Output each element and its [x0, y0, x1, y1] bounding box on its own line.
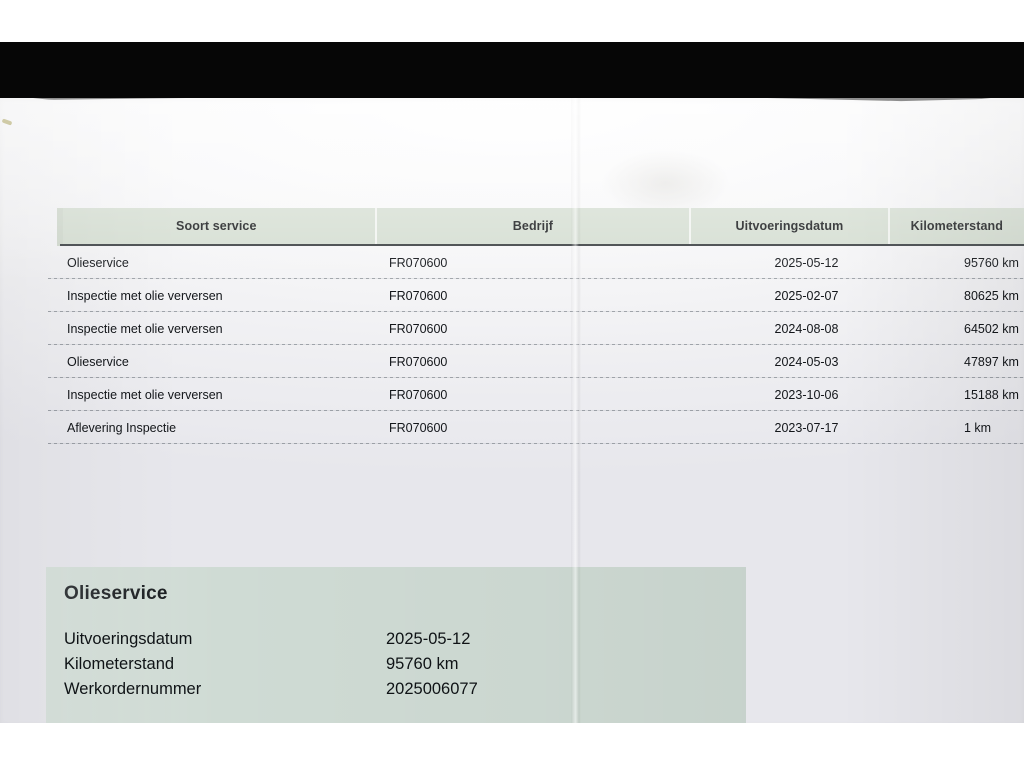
- service-history-table: Soort service Bedrijf Uitvoeringsdatum K…: [48, 208, 1024, 444]
- cell-bedrijf: FR070600: [389, 288, 448, 303]
- paper-sheet: Soort service Bedrijf Uitvoeringsdatum K…: [0, 86, 1024, 768]
- table-row: Aflevering Inspectie FR070600 2023-07-17…: [48, 411, 1024, 444]
- cell-soort-service: Inspectie met olie verversen: [67, 321, 223, 336]
- cell-kilometerstand: 95760 km: [964, 255, 1019, 270]
- field-value: 2025-05-12: [386, 630, 471, 648]
- table-row: Inspectie met olie verversen FR070600 20…: [48, 312, 1024, 345]
- field-label: Kilometerstand: [64, 655, 175, 673]
- cell-bedrijf: FR070600: [389, 420, 448, 435]
- column-header-kilometerstand: Kilometerstand: [887, 208, 1024, 244]
- cell-kilometerstand: 64502 km: [964, 321, 1019, 336]
- cell-soort-service: Inspectie met olie verversen: [67, 387, 223, 402]
- spacer: [64, 702, 746, 724]
- detail-field-uitvoeringsdatum: Uitvoeringsdatum 2025-05-12: [64, 627, 746, 652]
- cell-soort-service: Olieservice: [67, 255, 129, 270]
- cell-uitvoeringsdatum: 2025-05-12: [774, 255, 839, 270]
- table-body: Olieservice FR070600 2025-05-12 95760 km…: [48, 246, 1024, 444]
- table-row: Olieservice FR070600 2024-05-03 47897 km: [48, 345, 1024, 378]
- paper-top-edge: [0, 86, 1024, 102]
- cell-soort-service: Aflevering Inspectie: [67, 420, 177, 435]
- cell-uitvoeringsdatum: 2025-02-07: [774, 288, 839, 303]
- cell-uitvoeringsdatum: 2023-10-06: [774, 387, 839, 402]
- field-value: 2025006077: [386, 680, 478, 698]
- detail-field-werkordernummer: Werkordernummer 2025006077: [64, 677, 746, 702]
- cell-bedrijf: FR070600: [389, 354, 448, 369]
- table-row: Inspectie met olie verversen FR070600 20…: [48, 279, 1024, 312]
- cell-bedrijf: FR070600: [389, 387, 448, 402]
- column-header-bedrijf: Bedrijf: [374, 208, 691, 244]
- paper-edge-mark: [1, 118, 13, 126]
- column-header-soort-service: Soort service: [176, 219, 257, 233]
- cell-bedrijf: FR070600: [389, 321, 448, 336]
- cell-kilometerstand: 15188 km: [964, 387, 1019, 402]
- field-label: Werkordernummer: [64, 680, 202, 698]
- cell-bedrijf: FR070600: [389, 255, 448, 270]
- field-label: Uitvoeringsdatum: [64, 630, 193, 648]
- cell-soort-service: Olieservice: [67, 354, 129, 369]
- table-row: Olieservice FR070600 2025-05-12 95760 km: [48, 246, 1024, 279]
- cell-uitvoeringsdatum: 2024-05-03: [774, 354, 839, 369]
- table-row: Inspectie met olie verversen FR070600 20…: [48, 378, 1024, 411]
- table-header-row: Soort service Bedrijf Uitvoeringsdatum K…: [57, 208, 1024, 246]
- column-header-uitvoeringsdatum: Uitvoeringsdatum: [689, 208, 888, 244]
- detail-field-kilometerstand: Kilometerstand 95760 km: [64, 652, 746, 677]
- cell-kilometerstand: 80625 km: [964, 288, 1019, 303]
- cell-soort-service: Inspectie met olie verversen: [67, 288, 223, 303]
- cell-uitvoeringsdatum: 2024-08-08: [774, 321, 839, 336]
- cell-kilometerstand: 47897 km: [964, 354, 1019, 369]
- cell-uitvoeringsdatum: 2023-07-17: [774, 420, 839, 435]
- detail-title: Olieservice: [64, 583, 168, 604]
- field-value: 95760 km: [386, 655, 459, 673]
- cell-kilometerstand: 1 km: [964, 420, 992, 435]
- letterbox-bottom: [0, 723, 1024, 768]
- letterbox-top: [0, 0, 1024, 42]
